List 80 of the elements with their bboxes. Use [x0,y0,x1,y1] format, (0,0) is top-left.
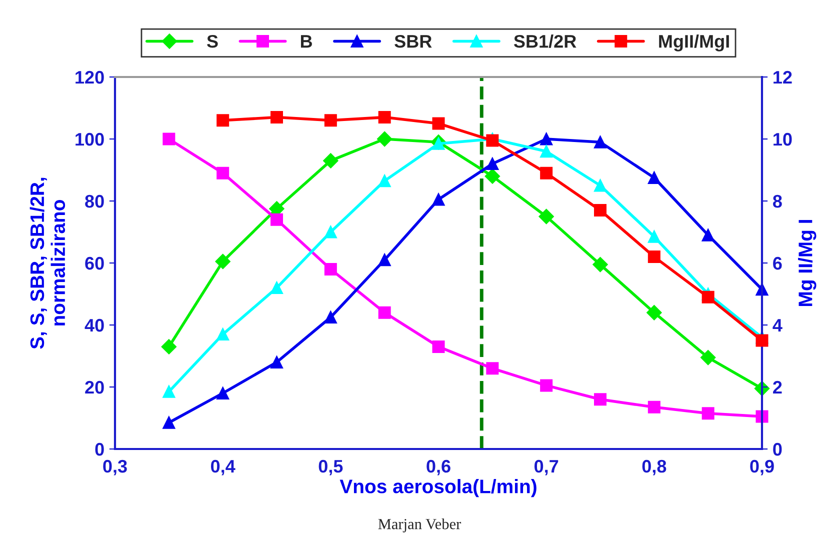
point [216,386,230,400]
y2-tick-label: 10 [774,132,792,146]
point [594,393,606,406]
point [486,158,499,170]
text: Marjan Veber [378,518,462,532]
point [216,114,230,127]
point [702,290,714,304]
point [648,250,660,264]
point [540,145,553,158]
point [270,213,283,226]
point [594,179,606,192]
point [378,254,391,266]
y-tick-label: 0 [95,442,104,456]
point [646,305,662,320]
legend-label: S [207,34,218,48]
y-tick-label: 120 [76,70,104,84]
point [324,311,337,324]
point [486,134,499,147]
point [377,131,392,147]
x-tick-label: 0,5 [318,460,343,476]
point [270,111,283,124]
point [486,362,499,375]
point [324,114,337,127]
point [432,193,445,206]
x-tick-label: 0,4 [211,460,236,476]
point [484,168,500,184]
x-tick-label: 0,8 [642,460,666,476]
point [702,407,714,420]
point [594,136,606,148]
point [324,262,337,276]
point [432,340,445,353]
x-tick-label: 0,7 [534,460,558,476]
point [592,256,608,272]
point [162,132,176,146]
x-tick-label: 0,9 [750,460,774,476]
x-tick-label: 0,3 [103,460,127,476]
point [648,172,660,184]
point [378,306,391,319]
y-tick-label: 40 [84,318,104,332]
legend-label: SB1/2R [514,34,576,48]
y-tick-label: 60 [85,256,104,270]
legend-label: SBR [394,34,432,48]
point [162,416,176,429]
point [324,226,337,238]
point [323,153,338,168]
point [378,174,391,188]
point [540,379,553,392]
point [216,166,230,180]
y-tick-label: 20 [85,380,104,394]
point [756,334,768,347]
y-tick-label: 80 [85,194,104,208]
point [538,208,554,224]
point [270,356,283,368]
y2-tick-label: 0 [773,442,782,456]
point [162,385,176,398]
y-axis-title: S, S, SBR, SB1/2R, normalizirano [30,178,66,349]
point [648,230,660,243]
y2-tick-label: 12 [774,70,792,84]
point [270,282,283,294]
point [216,328,230,341]
point [432,117,445,130]
legend-label: B [300,35,312,48]
y-tick-label: 100 [76,132,104,146]
point [215,254,230,270]
y2-tick-label: 6 [773,256,782,270]
point [702,228,714,242]
point [161,339,176,354]
x-axis-title: Vnos aerosola(L/min) [340,479,536,498]
point [540,166,553,180]
point [594,204,606,217]
y2-axis-title: Mg II/Mg I [798,220,816,306]
x-tick-label: 0,6 [426,460,450,476]
y2-tick-label: 8 [772,194,782,208]
point [700,350,716,366]
y2-tick-label: 2 [773,380,782,394]
point [540,132,553,146]
legend-label: MgII/MgI [659,34,729,52]
point [648,400,660,414]
y2-tick-label: 4 [772,319,782,332]
point [378,111,391,124]
